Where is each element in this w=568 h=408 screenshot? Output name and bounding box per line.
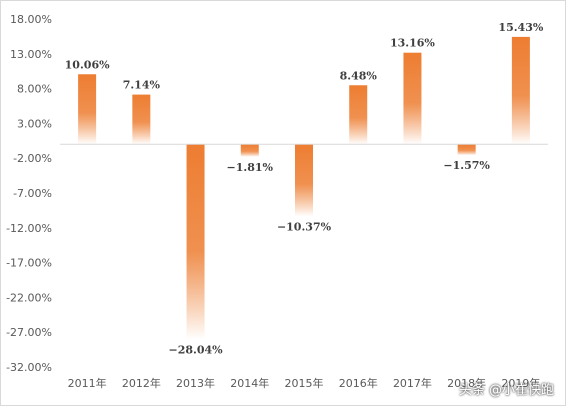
x-tick-label: 2012年: [122, 376, 161, 390]
data-labels: 10.06% 7.14% −28.04% −1.81% −10.37% 8.48% 13.1…: [65, 21, 544, 357]
data-label: −1.81%: [227, 161, 274, 174]
data-label: −28.04%: [168, 343, 223, 356]
bar-series: [78, 36, 530, 340]
y-tick-label: -12.00%: [6, 222, 52, 235]
data-label: 13.16%: [390, 37, 435, 50]
x-axis: 2011年 2012年 2013年 2014年 2015年 2016年 2017年 2018年…: [68, 376, 541, 390]
bar: [240, 144, 259, 157]
bar: [511, 36, 530, 145]
data-label: 15.43%: [498, 21, 543, 34]
y-tick-label: -17.00%: [6, 257, 52, 270]
y-tick-label: 13.00%: [10, 48, 52, 61]
data-label: −10.37%: [277, 220, 332, 233]
y-tick-label: -27.00%: [6, 326, 52, 339]
bar: [349, 85, 368, 145]
bar: [295, 144, 313, 217]
y-tick-label: 18.00%: [10, 13, 52, 26]
y-tick-label: -22.00%: [6, 291, 52, 304]
bar: [403, 52, 422, 145]
y-tick-label: 8.00%: [17, 83, 52, 96]
x-tick-label: 2014年: [230, 376, 269, 390]
watermark: 头条 @小崔快跑: [458, 383, 554, 398]
x-tick-label: 2018年: [447, 376, 486, 390]
y-tick-label: -32.00%: [6, 361, 52, 374]
y-axis: 18.00% 13.00% 8.00% 3.00% -2.00% -7.00% -12.00…: [6, 13, 52, 374]
data-label: 10.06%: [65, 58, 110, 71]
x-tick-label: 2015年: [285, 376, 324, 390]
x-tick-label: 2016年: [339, 376, 378, 390]
bar: [457, 144, 476, 156]
x-tick-label: 2017年: [393, 376, 432, 390]
y-tick-label: -2.00%: [13, 152, 52, 165]
data-label: 7.14%: [123, 79, 161, 92]
x-tick-label: 2019年: [501, 376, 540, 390]
bar: [78, 74, 97, 145]
bar: [186, 144, 205, 340]
x-tick-label: 2011年: [68, 376, 107, 390]
x-tick-label: 2013年: [176, 376, 215, 390]
y-tick-label: 3.00%: [17, 117, 52, 130]
data-label: −1.57%: [443, 159, 490, 172]
data-label: 8.48%: [340, 69, 378, 82]
y-tick-label: -7.00%: [13, 187, 52, 200]
bar: [132, 94, 151, 145]
